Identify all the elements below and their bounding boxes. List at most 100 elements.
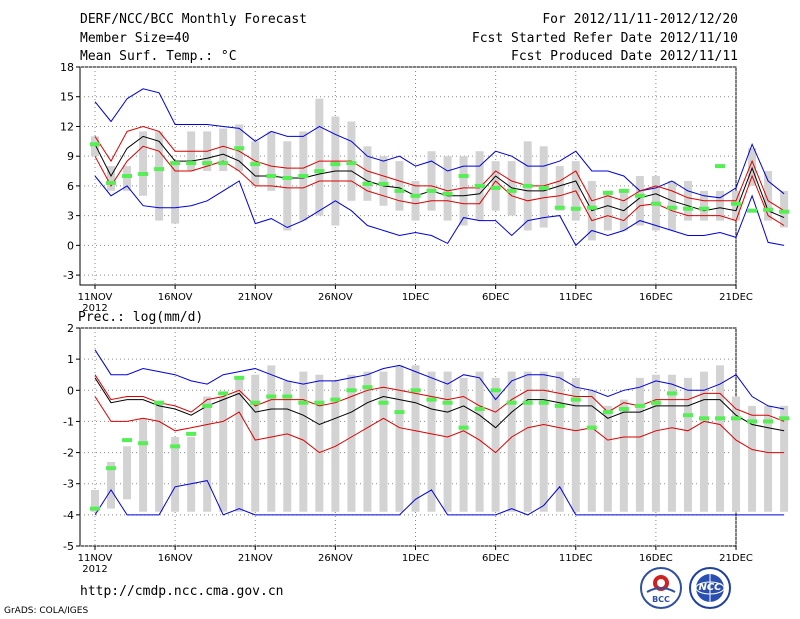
temp-observed-marker: [330, 162, 341, 167]
prec-observed-marker: [474, 406, 485, 411]
temp-observed-marker: [442, 191, 453, 196]
prec-ensemble-box: [571, 377, 580, 512]
prec-ensemble-box: [107, 461, 116, 509]
prec-xtick-label: 11DEC: [559, 553, 593, 564]
temp-observed-marker: [747, 208, 758, 213]
temp-ensemble-box: [107, 166, 116, 191]
prec-ensemble-box: [764, 405, 773, 512]
prec-ensemble-box: [363, 371, 372, 512]
prec-ensemble-box: [235, 377, 244, 512]
temp-ytick-label: 9: [67, 150, 74, 163]
temp-observed-marker: [218, 161, 229, 166]
prec-xtick-label: 26NOV: [318, 553, 353, 564]
temp-observed-marker: [346, 161, 357, 166]
temp-observed-marker: [122, 174, 133, 178]
temp-observed-marker: [602, 190, 613, 195]
temp-ensemble-box: [764, 171, 773, 221]
prec-max-line: [94, 349, 785, 410]
temp-ensemble-box: [283, 141, 292, 231]
prec-ensemble-box: [619, 399, 628, 512]
prec-observed-marker: [298, 400, 309, 405]
temp-year-label: 2012: [82, 303, 107, 314]
prec-ensemble-box: [699, 371, 708, 512]
temp-observed-marker: [170, 161, 181, 166]
prec-ensemble-box: [539, 371, 548, 512]
temp-observed-marker: [538, 185, 549, 190]
temp-xtick-label: 21NOV: [238, 292, 273, 303]
temp-ensemble-box: [155, 131, 164, 221]
prec-ensemble-box: [219, 396, 228, 512]
ncc-logo-text: NCC: [698, 582, 722, 593]
precip-panel-title: Prec.: log(mm/d): [78, 310, 204, 325]
prec-xtick-label: 1DEC: [402, 553, 429, 564]
temp-observed-marker: [234, 146, 245, 151]
prec-ensemble-box: [91, 489, 99, 512]
prec-observed-marker: [570, 397, 581, 402]
prec-observed-marker: [90, 506, 100, 511]
prec-observed-marker: [522, 400, 533, 405]
prec-observed-marker: [362, 385, 373, 390]
temp-observed-marker: [666, 205, 677, 210]
temp-observed-marker: [650, 201, 661, 206]
prec-observed-marker: [410, 388, 421, 393]
temp-observed-marker: [522, 183, 533, 188]
prec-ensemble-box: [171, 437, 180, 512]
temp-ensemble-box: [699, 190, 708, 221]
prec-min-line: [94, 480, 785, 516]
prec-ensemble-box: [651, 374, 660, 512]
temp-ensemble-box: [267, 131, 276, 191]
prec-ensemble-box: [780, 405, 789, 512]
temp-xtick-label: 11NOV: [78, 292, 113, 303]
prec-ensemble-box: [123, 446, 132, 500]
prec-observed-marker: [186, 431, 197, 436]
prec-observed-marker: [266, 394, 277, 399]
fcst-started-date: Fcst Started Refer Date 2012/11/10: [471, 31, 738, 46]
prec-ensemble-box: [555, 371, 564, 512]
temp-ensemble-box: [219, 128, 228, 172]
temp-ensemble-box: [555, 166, 564, 211]
temp-observed-marker: [779, 209, 790, 214]
temp-observed-marker: [490, 185, 501, 190]
source-url[interactable]: http://cmdp.ncc.cma.gov.cn: [80, 584, 284, 599]
prec-ensemble-box: [667, 374, 676, 512]
prec-observed-marker: [554, 403, 565, 408]
prec-ensemble-box: [347, 374, 356, 512]
ncc-logo: NCC: [688, 566, 732, 610]
chart-title: DERF/NCC/BCC Monthly Forecast: [80, 12, 307, 27]
temp-observed-marker: [362, 181, 373, 186]
temp-observed-marker: [282, 175, 293, 180]
temp-xtick-label: 11DEC: [559, 292, 593, 303]
prec-observed-marker: [634, 403, 645, 408]
prec-xtick-label: 16DEC: [639, 553, 673, 564]
temp-mean-line: [94, 135, 785, 219]
temp-ytick-label: 18: [60, 61, 74, 74]
prec-ensemble-box: [187, 437, 196, 512]
prec-ensemble-box: [716, 365, 724, 512]
prec-ensemble-box: [379, 371, 388, 512]
temp-ensemble-box: [683, 180, 692, 221]
temp-max-line: [94, 88, 785, 199]
temp-ensemble-box: [123, 166, 132, 191]
prec-observed-marker: [330, 397, 341, 402]
prec-upper-line: [94, 374, 785, 422]
fcst-produced-date: Fcst Produced Date 2012/11/11: [511, 49, 738, 64]
prec-ensemble-box: [523, 371, 532, 512]
prec-observed-marker: [666, 391, 677, 396]
prec-xtick-label: 16NOV: [158, 553, 193, 564]
prec-observed-marker: [138, 441, 149, 446]
prec-xtick-label: 21NOV: [238, 553, 273, 564]
prec-observed-marker: [586, 425, 597, 430]
member-size-label: Member Size=40: [80, 31, 190, 46]
prec-year-label: 2012: [82, 564, 107, 575]
temp-observed-marker: [634, 193, 645, 198]
temp-observed-marker: [506, 188, 517, 193]
temp-plot-frame: [79, 66, 737, 286]
temp-upper-line: [94, 125, 785, 212]
temp-observed-marker: [698, 206, 709, 211]
prec-ensemble-box: [587, 390, 596, 512]
temp-ytick-label: 6: [67, 180, 74, 193]
temp-ensemble-box: [635, 176, 644, 226]
temp-observed-marker: [410, 193, 421, 198]
temp-observed-marker: [763, 207, 774, 212]
